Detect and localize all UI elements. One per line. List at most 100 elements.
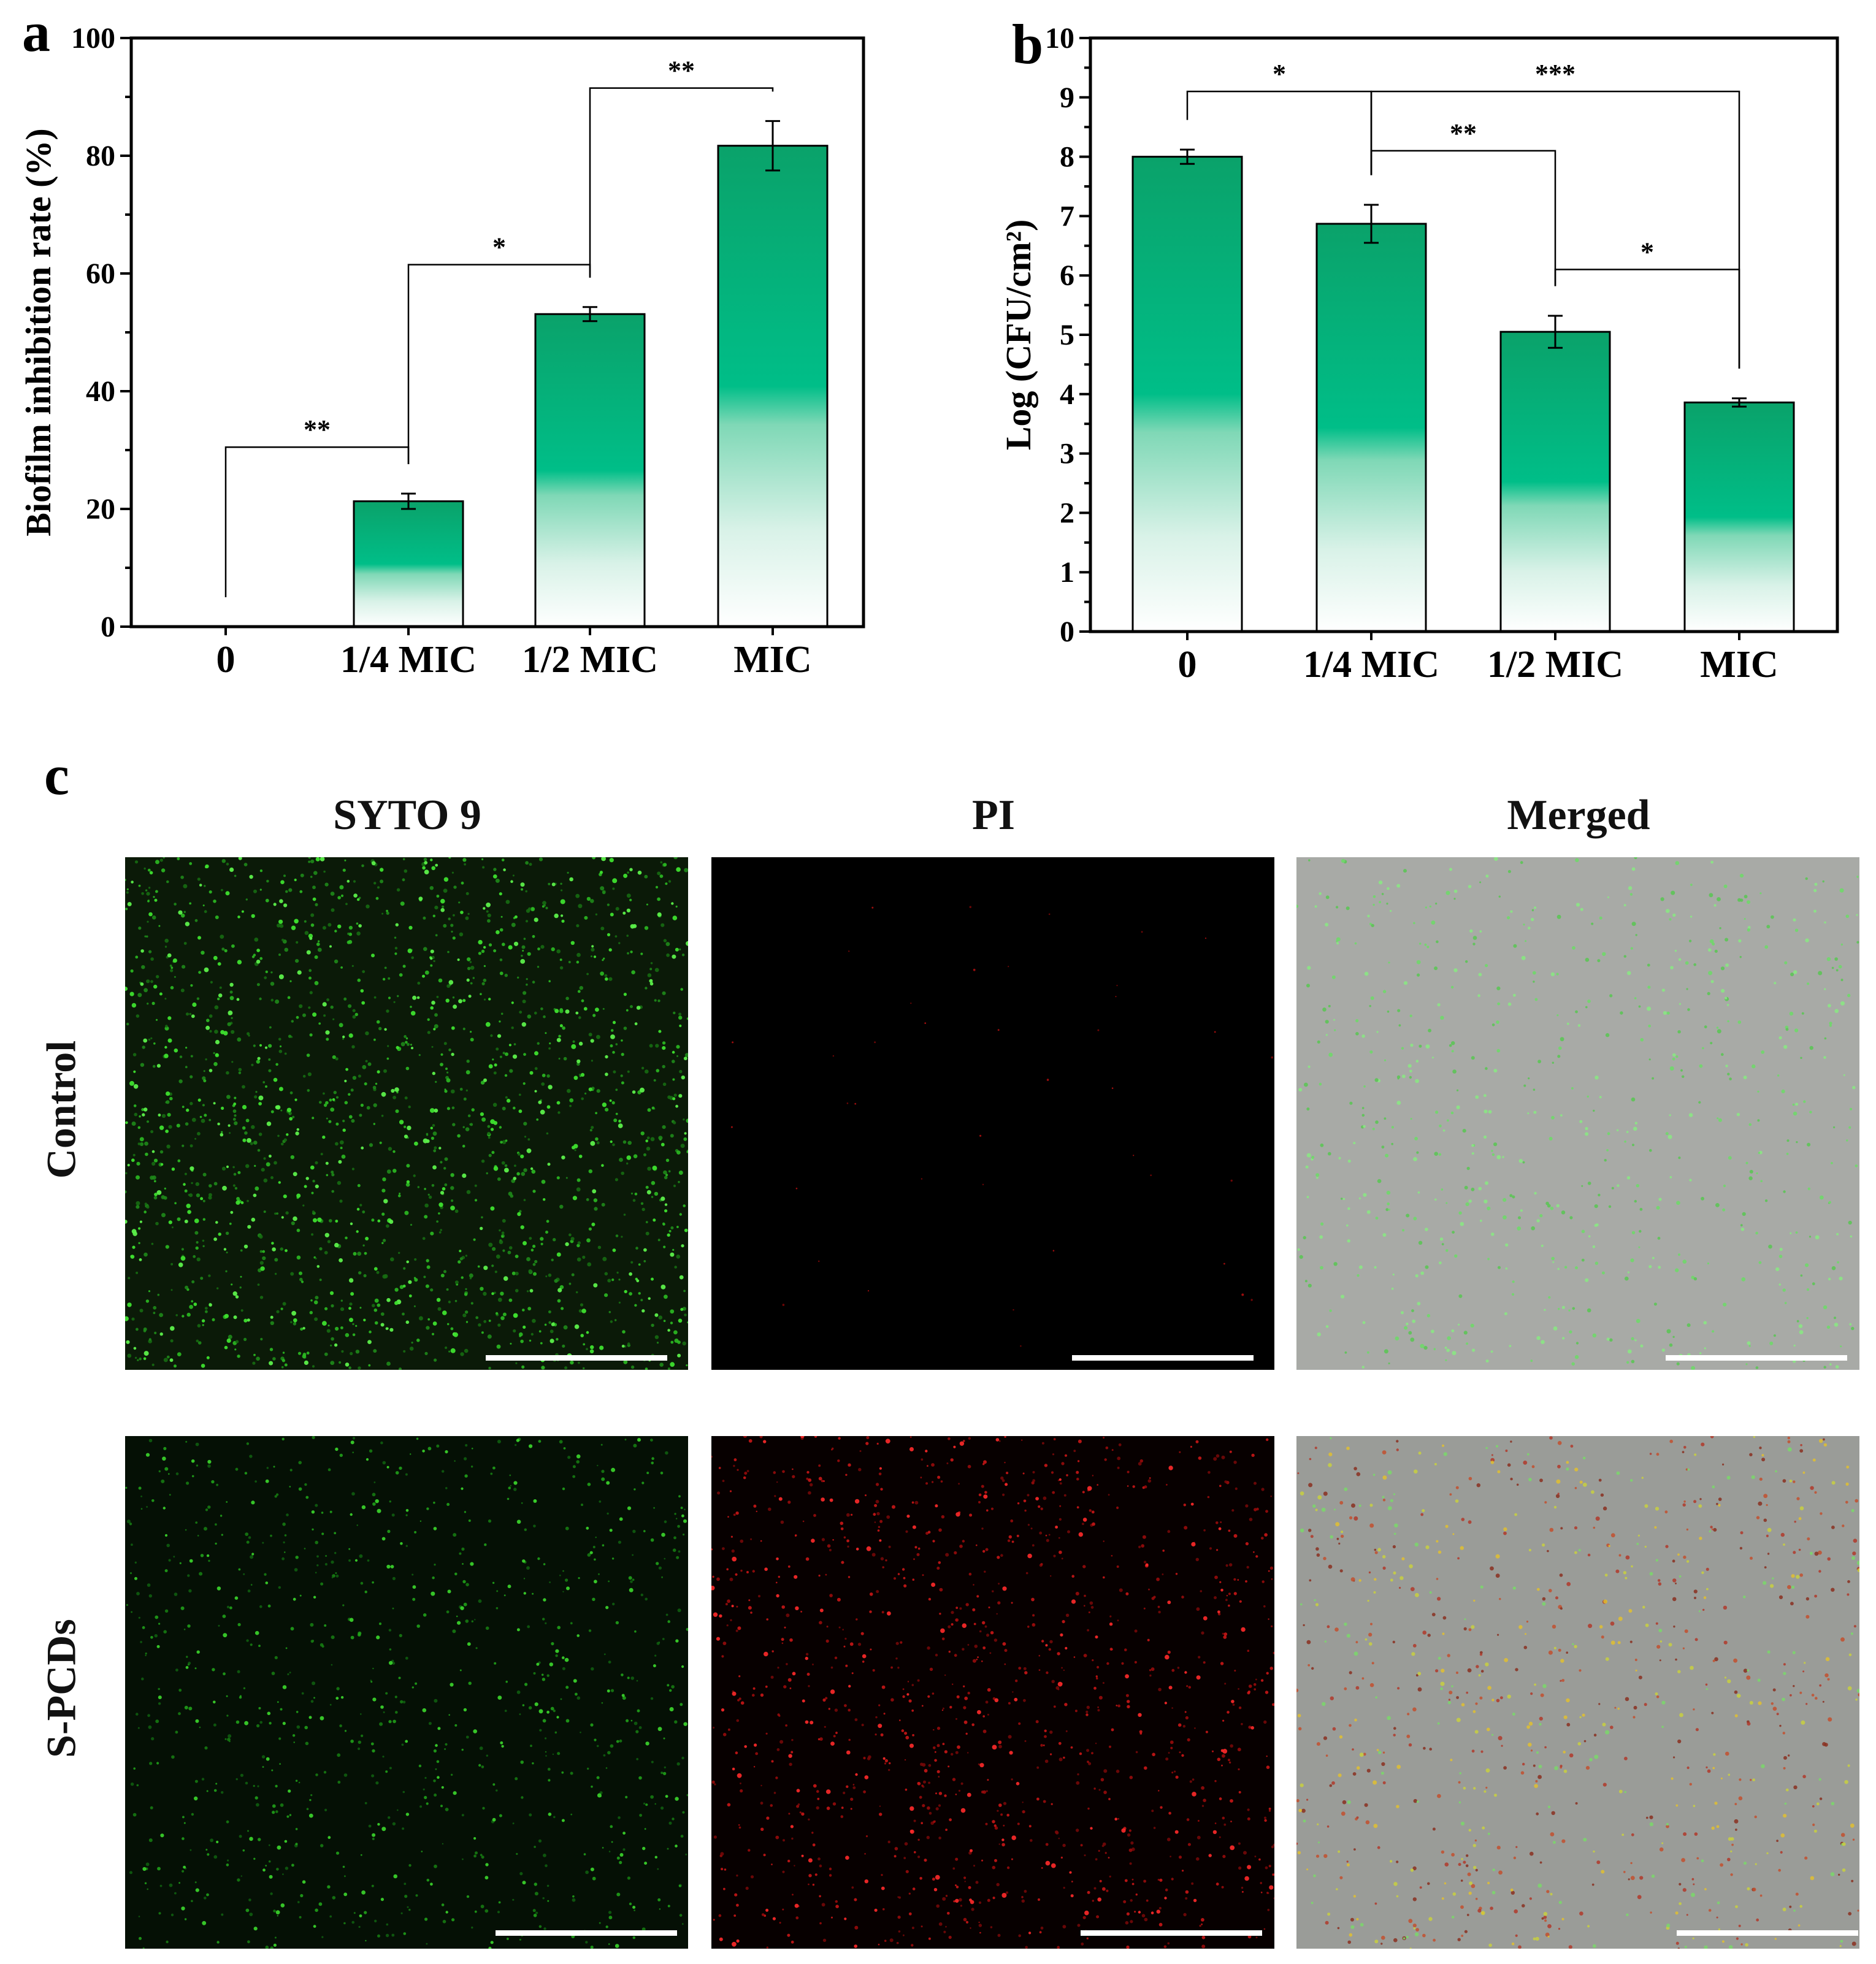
cell-dot xyxy=(352,1015,356,1019)
cell-dot xyxy=(1333,1262,1338,1266)
cell-dot xyxy=(1595,1076,1599,1080)
cell-dot xyxy=(1009,1751,1013,1755)
cell-dot xyxy=(876,1483,879,1486)
cell-dot xyxy=(320,1844,324,1847)
cell-dot xyxy=(865,1494,867,1497)
cell-dot xyxy=(832,1539,834,1541)
cell-dot xyxy=(134,860,139,864)
cell-dot xyxy=(800,1436,805,1439)
cell-dot xyxy=(657,1868,659,1870)
cell-dot xyxy=(881,1611,884,1614)
cell-dot xyxy=(310,859,315,863)
cell-dot xyxy=(641,1207,645,1212)
cell-dot xyxy=(903,1576,906,1580)
cell-dot xyxy=(1587,1182,1591,1185)
cell-dot xyxy=(496,1344,501,1349)
cell-dot xyxy=(490,1034,493,1037)
cell-dot xyxy=(1048,913,1051,915)
cell-dot xyxy=(242,1138,247,1142)
cell-dot xyxy=(1230,1179,1233,1182)
cell-dot xyxy=(236,998,240,1001)
cell-dot xyxy=(458,999,462,1004)
cell-dot xyxy=(1836,969,1839,972)
cell-dot xyxy=(1043,1800,1046,1803)
cell-dot xyxy=(640,1593,643,1597)
cell-dot xyxy=(586,1238,591,1243)
cell-dot xyxy=(1055,1526,1058,1529)
cell-dot xyxy=(317,947,322,952)
cell-dot xyxy=(641,1309,645,1313)
cell-dot xyxy=(332,1098,335,1101)
cell-dot xyxy=(638,1263,641,1266)
cell-dot xyxy=(560,899,565,904)
cell-dot xyxy=(1208,1854,1212,1857)
cell-dot xyxy=(1167,1650,1171,1654)
cell-dot xyxy=(1163,1945,1167,1949)
cell-dot xyxy=(1224,1683,1227,1685)
cell-dot xyxy=(792,1468,794,1470)
cell-dot xyxy=(164,1467,169,1471)
cell-dot xyxy=(557,1111,561,1114)
cell-dot xyxy=(713,1919,715,1921)
cell-dot xyxy=(499,928,503,932)
cell-dot xyxy=(678,1495,681,1498)
cell-dot xyxy=(733,1465,735,1467)
cell-dot xyxy=(483,907,486,910)
cell-dot xyxy=(1006,1866,1010,1870)
cell-dot xyxy=(670,1226,674,1229)
cell-dot xyxy=(522,999,526,1004)
cell-dot xyxy=(148,1038,151,1041)
cell-dot xyxy=(557,1288,562,1293)
cell-dot xyxy=(252,1361,256,1365)
cell-dot xyxy=(1032,1623,1035,1626)
cell-dot xyxy=(986,1790,988,1792)
cell-dot xyxy=(1721,1053,1724,1056)
cell-dot xyxy=(1135,1893,1138,1896)
cell-dot xyxy=(664,1520,667,1524)
cell-dot xyxy=(879,1519,883,1523)
cell-dot xyxy=(1496,1020,1499,1024)
cell-dot xyxy=(229,996,234,1001)
cell-dot xyxy=(438,1212,440,1215)
cell-dot xyxy=(1341,1294,1345,1299)
cell-dot xyxy=(982,1549,986,1553)
cell-dot xyxy=(1525,940,1527,942)
cell-dot xyxy=(171,1226,174,1229)
cell-dot xyxy=(1179,1855,1182,1859)
cell-dot xyxy=(423,857,427,862)
cell-dot xyxy=(1687,1008,1690,1011)
cell-dot xyxy=(483,1291,487,1296)
cell-dot xyxy=(495,1312,499,1315)
cell-dot xyxy=(319,1247,323,1251)
cell-dot xyxy=(591,947,595,952)
cell-dot xyxy=(821,1538,825,1542)
cell-dot xyxy=(440,1053,443,1056)
cell-dot xyxy=(372,1667,374,1670)
cell-dot xyxy=(279,899,283,903)
cell-dot xyxy=(131,1121,136,1126)
cell-dot xyxy=(306,1053,310,1057)
cell-dot xyxy=(616,1856,620,1860)
cell-dot xyxy=(213,900,216,903)
cell-dot xyxy=(478,952,482,955)
cell-dot xyxy=(216,1840,219,1844)
cell-dot xyxy=(1466,1342,1469,1345)
cell-dot xyxy=(923,1780,926,1784)
cell-dot xyxy=(431,1591,435,1596)
cell-dot xyxy=(678,1180,680,1183)
cell-dot xyxy=(379,1722,383,1726)
cell-dot xyxy=(1407,1064,1412,1068)
cell-dot xyxy=(348,1004,352,1008)
cell-dot xyxy=(623,993,627,996)
cell-dot xyxy=(1255,1678,1257,1681)
cell-dot xyxy=(343,1922,346,1925)
cell-dot xyxy=(313,1925,316,1928)
cell-dot xyxy=(1487,1206,1491,1210)
cell-dot xyxy=(164,946,167,948)
cell-dot xyxy=(1826,1325,1831,1329)
cell-dot xyxy=(678,1015,683,1020)
cell-dot xyxy=(460,1606,464,1610)
cell-dot xyxy=(282,1302,286,1306)
cell-dot xyxy=(562,1656,565,1659)
cell-dot xyxy=(663,939,667,942)
